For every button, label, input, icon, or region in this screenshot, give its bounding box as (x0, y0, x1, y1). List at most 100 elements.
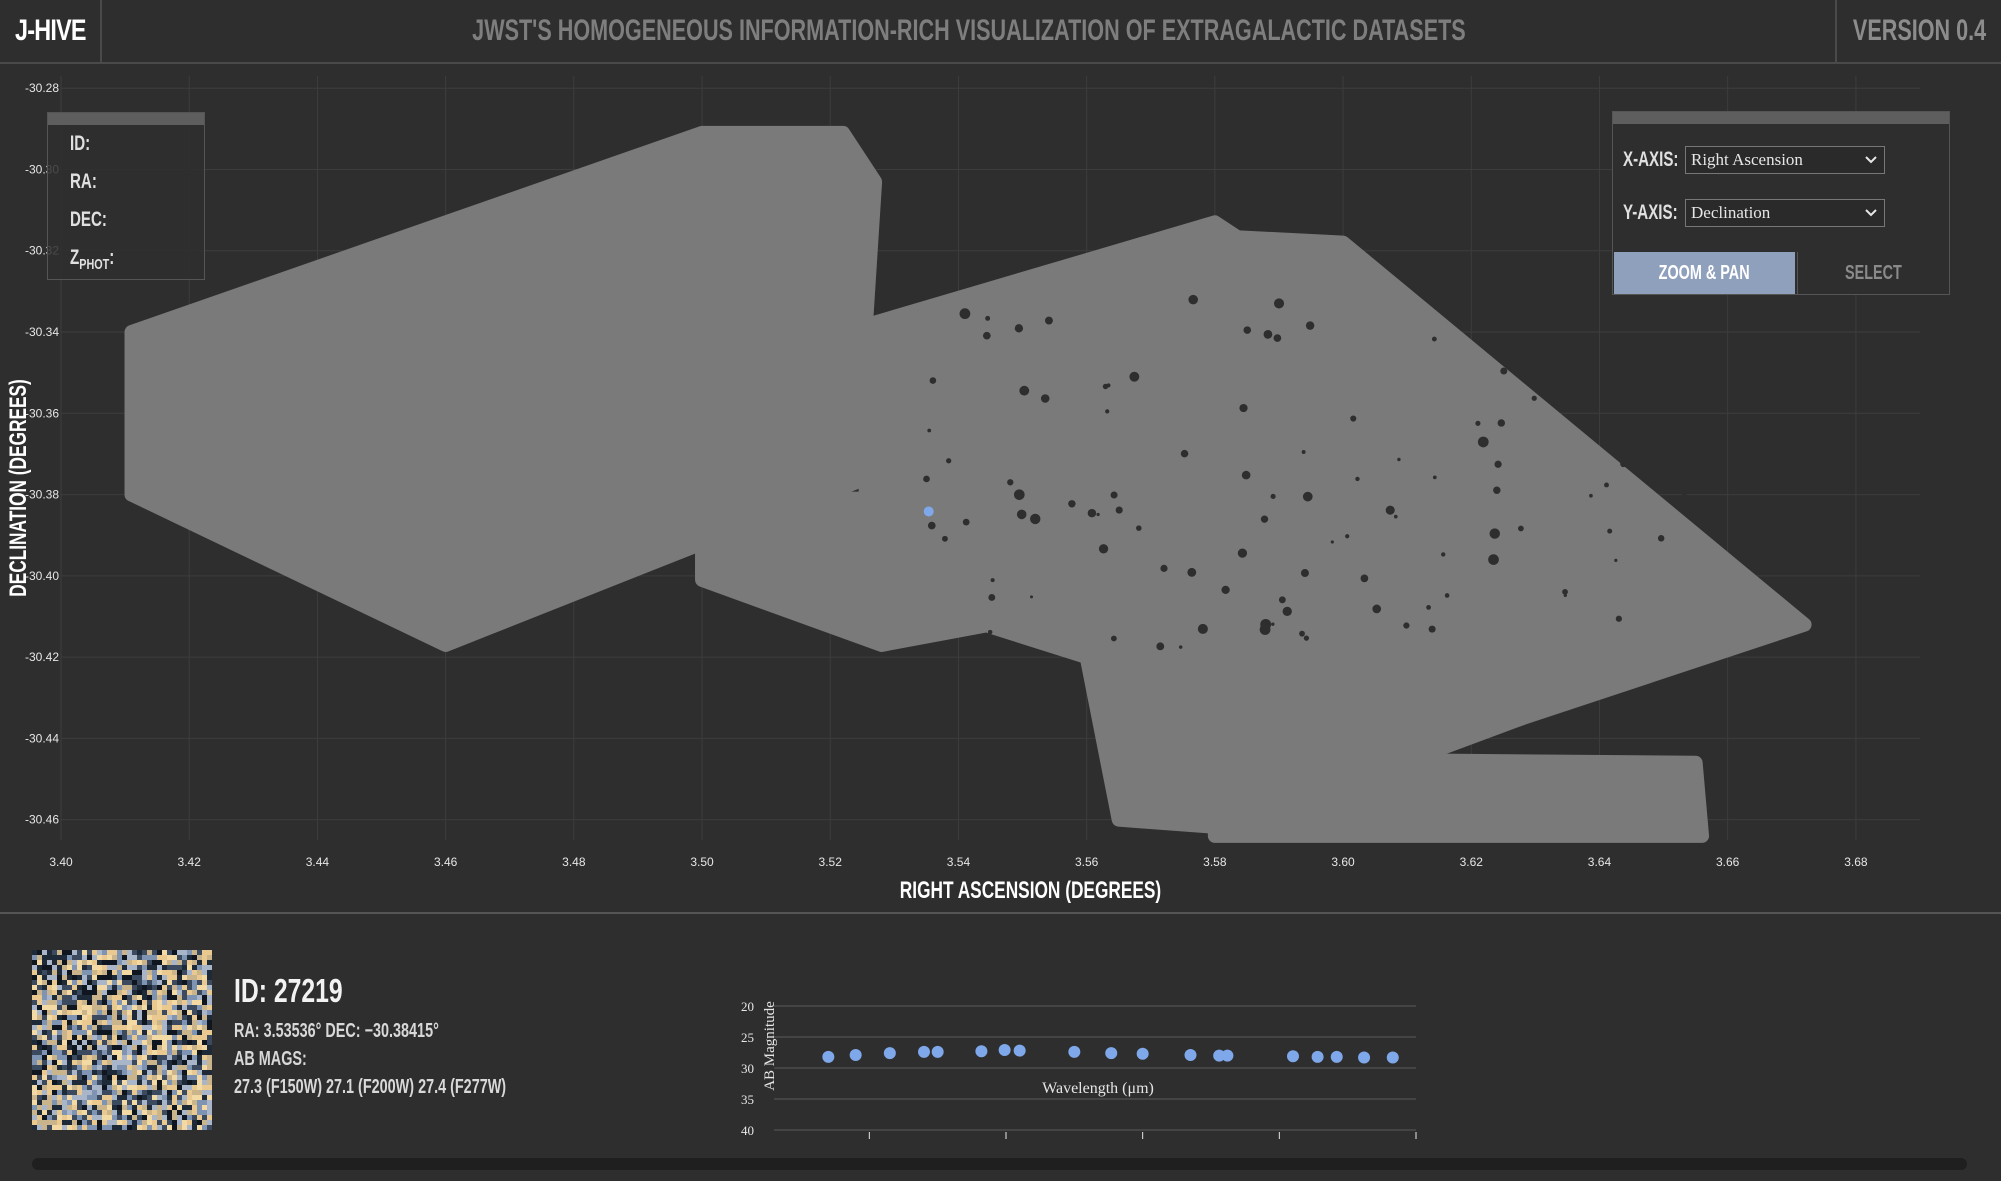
sed-point[interactable] (1136, 1047, 1149, 1060)
cutout-pixel (152, 1040, 158, 1046)
cutout-pixel (47, 990, 53, 996)
sed-point[interactable] (1213, 1049, 1226, 1062)
cutout-pixel (187, 1010, 193, 1016)
cutout-pixel (162, 960, 168, 966)
sed-point[interactable] (883, 1047, 896, 1060)
sky-scatter-plot[interactable]: 3.40 3.42 3.44 3.46 3.48 3.50 3.52 3.54 3.56 3.58… (0, 64, 2001, 912)
cutout-pixel (47, 1105, 53, 1111)
footprint-lower-fringe[interactable] (695, 491, 998, 652)
hover-panel-titlebar[interactable] (48, 113, 204, 125)
cutout-pixel (37, 1065, 43, 1071)
cutout-pixel (192, 1010, 198, 1016)
sed-point[interactable] (918, 1045, 930, 1058)
cutout-pixel (122, 1000, 128, 1006)
cutout-pixel (182, 1100, 188, 1106)
select-button[interactable]: SELECT (1797, 252, 1949, 294)
sed-point[interactable] (1184, 1048, 1197, 1061)
cutout-pixel (67, 1015, 73, 1021)
footprint-south-strip[interactable] (1207, 751, 1710, 843)
cutout-pixel (132, 1105, 138, 1111)
cutout-pixel (197, 960, 203, 966)
sed-point[interactable] (822, 1050, 835, 1063)
app-logo-text: J-HIVE (14, 14, 87, 47)
cutout-pixel (107, 1035, 113, 1041)
cutout-pixel (137, 1105, 143, 1111)
cutout-pixel (132, 1010, 138, 1016)
cutout-pixel (162, 1005, 168, 1011)
x-tick-label: 3.50 (690, 855, 714, 869)
cutout-pixel (142, 1035, 148, 1041)
axis-panel-titlebar[interactable] (1613, 112, 1949, 124)
cutout-pixel (197, 1040, 203, 1046)
x-axis-select[interactable]: Right Ascension (1685, 146, 1885, 174)
cutout-pixel (192, 1075, 198, 1081)
sed-point[interactable] (998, 1044, 1011, 1057)
cutout-pixel (112, 1120, 118, 1126)
sed-point[interactable] (975, 1045, 988, 1058)
sed-point[interactable] (1386, 1051, 1399, 1064)
cutout-pixel (202, 1070, 208, 1076)
sparse-hole (982, 331, 991, 340)
cutout-pixel (197, 990, 203, 996)
cutout-pixel (37, 1015, 43, 1021)
sed-point[interactable] (1221, 1049, 1234, 1062)
sed-point[interactable] (1311, 1050, 1324, 1063)
cutout-pixel (207, 1015, 212, 1021)
cutout-pixel (187, 970, 193, 976)
cutout-pixel (147, 1055, 153, 1061)
sparse-hole (1355, 476, 1360, 482)
cutout-pixel (72, 1055, 78, 1061)
cutout-pixel (182, 1110, 188, 1116)
cutout-pixel (177, 995, 183, 1001)
sparse-hole (1014, 324, 1024, 333)
cutout-pixel (97, 1125, 103, 1130)
cutout-pixel (52, 960, 58, 966)
cutout-pixel (157, 1070, 163, 1076)
y-axis-select[interactable]: Declination (1685, 199, 1885, 227)
cutout-pixel (132, 1115, 138, 1121)
cutout-pixel (207, 1005, 212, 1011)
cutout-pixel (137, 980, 143, 986)
cutout-pixel (167, 970, 173, 976)
cutout-pixel (92, 1110, 98, 1116)
sparse-hole (1615, 615, 1622, 622)
sed-point[interactable] (1330, 1050, 1343, 1063)
sed-point[interactable] (931, 1045, 944, 1058)
cutout-pixel (127, 970, 133, 976)
axis-control-panel: X-AXIS: Right Ascension Y-AXIS: Declinat… (1612, 111, 1950, 295)
cutout-pixel (87, 1095, 93, 1101)
cutout-pixel (192, 965, 198, 971)
cutout-pixel (77, 1005, 83, 1011)
sky-scatter-svg[interactable]: 3.40 3.42 3.44 3.46 3.48 3.50 3.52 3.54 3.56 3.58… (0, 64, 2001, 912)
cutout-pixel (47, 1025, 53, 1031)
sed-plot[interactable]: 202530354012345Wavelength (μm)AB Magnitu… (740, 982, 1420, 1142)
cutout-pixel (117, 1085, 123, 1091)
sed-point[interactable] (1013, 1044, 1026, 1057)
cutout-pixel (57, 1005, 63, 1011)
horizontal-scrollbar[interactable] (32, 1158, 1967, 1170)
cutout-pixel (67, 970, 73, 976)
cutout-pixel (177, 985, 183, 991)
zoom-pan-button[interactable]: ZOOM & PAN (1614, 252, 1795, 294)
sparse-hole (1403, 622, 1410, 629)
sed-point[interactable] (849, 1048, 862, 1061)
sed-point[interactable] (1068, 1045, 1081, 1058)
cutout-pixel (182, 1070, 188, 1076)
cutout-pixel (132, 1055, 138, 1061)
outlier-point[interactable] (1145, 786, 1156, 797)
sparse-hole (1494, 460, 1502, 468)
cutout-pixel (72, 1045, 78, 1051)
cutout-pixel (42, 1010, 48, 1016)
cutout-pixel (32, 1050, 38, 1056)
sed-point[interactable] (1358, 1051, 1371, 1064)
cutout-pixel (72, 1050, 78, 1056)
cutout-pixel (122, 955, 128, 961)
selected-point[interactable] (923, 506, 934, 517)
sed-point[interactable] (1105, 1047, 1118, 1060)
cutout-pixel (107, 960, 113, 966)
app-logo: J-HIVE (0, 0, 102, 62)
cutout-pixel (172, 1105, 178, 1111)
cutout-pixel (192, 985, 198, 991)
sed-point[interactable] (1287, 1050, 1299, 1063)
sparse-hole (1372, 604, 1382, 614)
